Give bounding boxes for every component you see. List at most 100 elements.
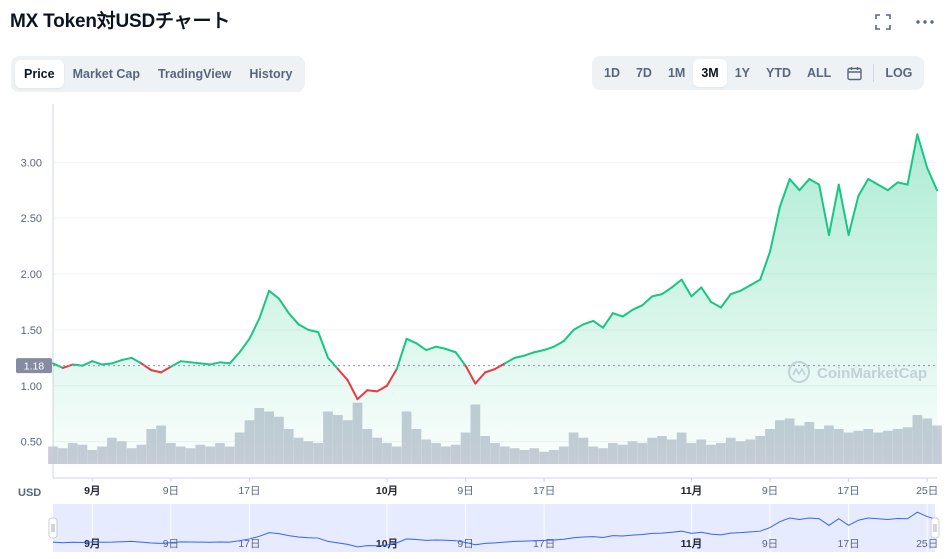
price-segment	[857, 178, 870, 197]
y-tick-label: 3.00	[21, 157, 42, 169]
navigator-handle-left[interactable]	[48, 517, 58, 539]
price-segment	[317, 331, 330, 359]
price-segment	[926, 166, 938, 192]
price-segment	[110, 359, 123, 365]
tab-market-cap[interactable]: Market Cap	[72, 67, 140, 81]
watermark-text: CoinMarketCap	[817, 365, 927, 382]
price-segment	[886, 181, 899, 192]
price-segment	[52, 362, 64, 369]
price-segment	[582, 319, 595, 326]
price-segment	[798, 178, 811, 192]
x-tick-label: 9日	[457, 485, 473, 497]
x-tick-label: 17日	[838, 485, 860, 497]
price-segment	[61, 363, 74, 369]
range-ytd[interactable]: YTD	[766, 66, 792, 80]
currency-label: USD	[18, 487, 41, 499]
price-segment	[415, 342, 428, 352]
range-1y[interactable]: 1Y	[734, 66, 751, 80]
calendar-icon[interactable]	[839, 59, 870, 87]
price-segment	[611, 312, 624, 318]
price-segment	[209, 361, 221, 366]
price-segment	[474, 371, 487, 385]
price-segment	[248, 317, 261, 340]
y-tick-label: 1.50	[21, 325, 42, 337]
price-segment	[376, 384, 388, 393]
price-segment	[877, 183, 889, 192]
price-segment	[700, 286, 713, 303]
navigator-handle-right[interactable]	[930, 517, 940, 539]
chart-toolbar	[873, 12, 935, 32]
price-segment	[395, 337, 408, 371]
price-segment	[729, 289, 742, 296]
chart-type-tabs: Price Market Cap TradingView History	[11, 56, 306, 92]
price-segment	[710, 300, 722, 309]
y-axis: 0.50 1.00 1.50 2.00 2.50 3.00	[21, 157, 42, 448]
price-segment	[179, 360, 192, 364]
navigator-tick-label: 9日	[762, 538, 778, 550]
price-segment	[444, 347, 457, 354]
reference-badge: 1.18	[16, 358, 52, 374]
price-segment	[749, 278, 762, 287]
price-segment	[307, 328, 320, 334]
price-segment	[867, 178, 880, 186]
range-all[interactable]: ALL	[807, 66, 832, 80]
x-tick-label: 9日	[762, 485, 778, 497]
toolbar-divider	[873, 64, 875, 82]
price-segment	[91, 360, 104, 366]
navigator-tick-label: 9日	[457, 538, 473, 550]
price-segment	[169, 360, 182, 368]
price-segment	[366, 389, 379, 393]
navigator-tick-label: 10月	[376, 538, 398, 550]
x-tick-label: 11月	[681, 485, 703, 497]
price-chart[interactable]: 0.50 1.00 1.50 2.00 2.50 3.00 1.18 CoinMarket…	[0, 100, 949, 559]
price-segment	[228, 351, 241, 365]
range-navigator[interactable]: 9月 9日 17日 10月 9日 17日 11月 9日 17日 25日	[48, 504, 940, 552]
price-segment	[896, 181, 909, 186]
price-segment	[268, 289, 280, 300]
tab-history[interactable]: History	[249, 67, 293, 81]
time-range-tabs: 1D 7D 1M 3M 1Y YTD ALL LOG	[592, 56, 925, 90]
price-segment	[297, 323, 310, 331]
range-1d[interactable]: 1D	[604, 66, 620, 80]
price-segment	[464, 364, 477, 385]
price-segment	[494, 362, 506, 371]
price-segment	[120, 356, 133, 362]
price-segment	[788, 178, 801, 192]
y-tick-label: 0.50	[21, 437, 42, 449]
tab-price[interactable]: Price	[15, 60, 64, 88]
fullscreen-icon[interactable]	[873, 12, 893, 32]
watermark: CoinMarketCap	[788, 361, 927, 383]
price-segment	[808, 178, 821, 186]
price-segment	[827, 183, 840, 236]
price-segment	[81, 360, 94, 367]
price-segment	[680, 278, 693, 298]
price-segment	[405, 337, 418, 345]
price-segment	[71, 363, 84, 367]
more-horizontal-icon[interactable]	[915, 12, 935, 32]
navigator-tick-label: 9日	[163, 538, 179, 550]
navigator-tick-label: 17日	[238, 538, 260, 550]
price-segment	[160, 365, 172, 374]
x-tick-label: 17日	[533, 485, 555, 497]
price-segment	[641, 295, 654, 307]
range-7d[interactable]: 7D	[635, 66, 652, 80]
price-segment	[818, 183, 830, 236]
y-tick-label: 1.00	[21, 381, 42, 393]
price-segment	[238, 337, 251, 354]
price-segment	[385, 368, 398, 387]
x-tick-label: 10月	[376, 485, 398, 497]
price-segment	[101, 362, 113, 366]
price-segment	[140, 362, 153, 372]
price-segment	[759, 250, 772, 281]
log-scale-button[interactable]: LOG	[885, 66, 913, 80]
price-segment	[130, 356, 143, 365]
range-3m[interactable]: 3M	[693, 59, 727, 87]
navigator-tick-label: 9月	[84, 538, 100, 550]
price-segment	[150, 369, 163, 374]
price-segment	[906, 133, 919, 186]
price-segment	[562, 328, 575, 343]
range-1m[interactable]: 1M	[667, 66, 686, 80]
price-segment	[356, 389, 369, 401]
price-segment	[719, 293, 732, 309]
tab-tradingview[interactable]: TradingView	[157, 67, 232, 81]
